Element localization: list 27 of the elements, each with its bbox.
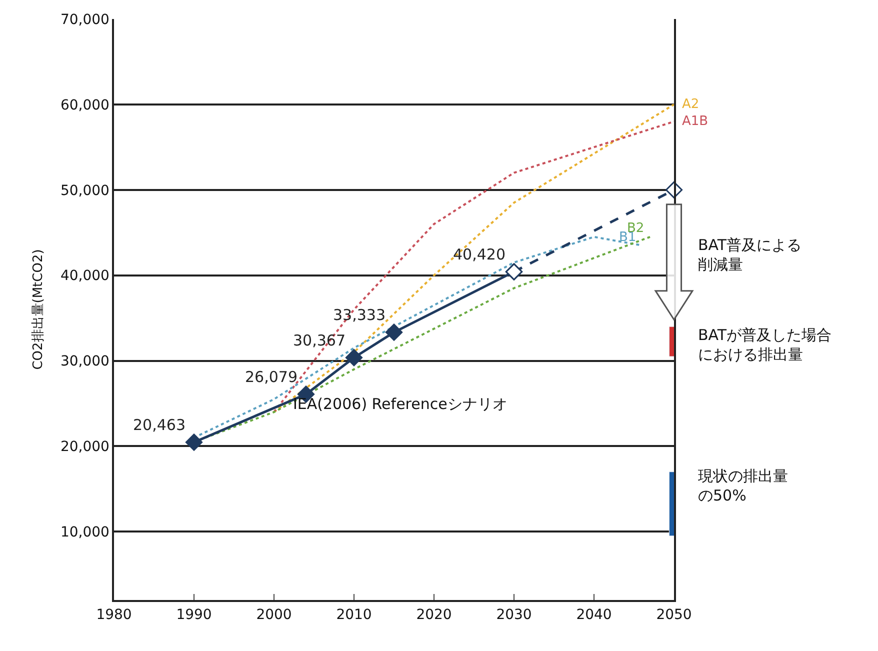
y-tick-label: 40,000 [60,268,110,284]
text: 現状の排出量の50% [698,467,788,504]
text: BAT普及による削減量 [698,236,802,274]
y-tick-label: 50,000 [60,182,110,199]
y-tick-label: 60,000 [60,97,110,114]
y-tick-label: 30,000 [60,354,110,370]
x-tick-label: 2010 [336,606,372,623]
y-tick-label: 70,000 [60,12,110,28]
x-tick-label: 2040 [576,606,612,623]
text: BATが普及した場合における排出量 [698,326,832,364]
series-label: A2 [682,97,700,112]
y-tick-label: 20,000 [60,439,110,456]
data-label: 40,420 [453,245,506,264]
annotation: IEA(2006) Referenceシナリオ [293,395,508,413]
y-axis-title: CO2排出量(MtCO2) [30,249,46,370]
data-label: 30,367 [293,331,346,350]
series-label: A1B [682,114,708,129]
data-label: 20,463 [133,416,186,434]
x-tick-label: 2050 [656,606,692,623]
data-label: 26,079 [245,368,298,386]
y-tick-label: 10,000 [60,524,110,541]
x-tick-label: 1990 [176,606,212,623]
x-tick-label: 2000 [256,606,292,623]
x-tick-label: 2020 [416,606,452,623]
x-tick-label: 2030 [496,606,532,623]
x-tick-label: 1980 [96,606,132,623]
data-label: 33,333 [333,306,386,324]
